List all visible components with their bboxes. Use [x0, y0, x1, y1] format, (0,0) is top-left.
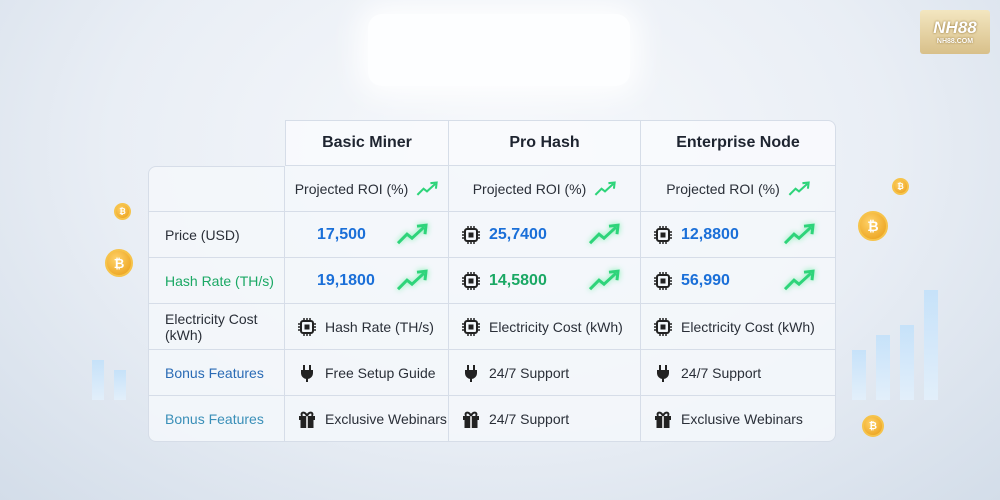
icon-chip — [653, 317, 673, 337]
logo-name: NH88 — [933, 18, 977, 37]
cell-text: Exclusive Webinars — [325, 410, 447, 427]
coin: ₿ — [114, 203, 131, 220]
trend-arrow — [788, 181, 810, 196]
roi-text: Projected ROI (%) — [472, 180, 587, 197]
icon-chip — [653, 225, 673, 245]
logo: NH88 NH88.COM — [920, 10, 990, 54]
value: 12,8800 — [681, 225, 739, 243]
cell-text: Electricity Cost (kWh) — [681, 318, 815, 335]
roi-cell: Projected ROI (%) — [641, 166, 836, 212]
cell-text: Electricity Cost (kWh) — [489, 318, 623, 335]
trend-arrow — [416, 181, 439, 196]
trend-arrow — [396, 269, 428, 291]
column-header: Enterprise Node — [641, 120, 836, 166]
coin: ₿ — [862, 415, 884, 437]
comparison-table: Basic Miner Pro Hash Enterprise Node Projec… — [148, 120, 836, 442]
cell-text: 24/7 Support — [489, 410, 570, 427]
cell-text: Hash Rate (TH/s) — [325, 318, 434, 335]
decor-bar — [900, 325, 914, 400]
row-label: Bonus Features — [148, 350, 285, 396]
table-cell: Electricity Cost (kWh) — [641, 304, 836, 350]
decor-bar — [852, 350, 866, 400]
table-cell: 17,500 — [285, 212, 449, 258]
row-label: Electricity Cost (kWh) — [148, 304, 285, 350]
icon-gift — [461, 409, 481, 429]
decor-bar — [876, 335, 890, 400]
coin: ₿ — [105, 249, 133, 277]
table-cell: Free Setup Guide — [285, 350, 449, 396]
table-cell: Electricity Cost (kWh) — [449, 304, 641, 350]
value: 14,5800 — [489, 271, 547, 289]
value: 25,7400 — [489, 225, 547, 243]
icon-plug — [461, 363, 481, 383]
table-cell: Hash Rate (TH/s) — [285, 304, 449, 350]
icon-chip — [297, 317, 317, 337]
column-header: Basic Miner — [285, 120, 449, 166]
row-label: Hash Rate (TH/s) — [148, 258, 285, 304]
table-cell: 24/7 Support — [449, 396, 641, 442]
glow-panel — [368, 14, 630, 86]
roi-text: Projected ROI (%) — [666, 180, 780, 197]
table-cell: 25,7400 — [449, 212, 641, 258]
cell-text: Free Setup Guide — [325, 364, 436, 381]
table-cell: 12,8800 — [641, 212, 836, 258]
trend-arrow — [588, 269, 620, 291]
cell-text: 24/7 Support — [681, 364, 762, 381]
table-cell: 24/7 Support — [641, 350, 836, 396]
table-cell: 14,5800 — [449, 258, 641, 304]
icon-plug — [297, 363, 317, 383]
icon-chip — [653, 271, 673, 291]
row-label: Bonus Features — [148, 396, 285, 442]
row-label: Price (USD) — [148, 212, 285, 258]
table-cell: Exclusive Webinars — [285, 396, 449, 442]
table-cell: 56,990 — [641, 258, 836, 304]
corner-cell — [148, 166, 285, 212]
value: 19,1800 — [317, 271, 375, 289]
cell-text: 24/7 Support — [489, 364, 570, 381]
decor-bar — [92, 360, 104, 400]
coin: ₿ — [892, 178, 909, 195]
trend-arrow — [594, 181, 617, 196]
trend-arrow — [783, 269, 815, 291]
cell-text: Exclusive Webinars — [681, 410, 803, 427]
value: 17,500 — [317, 225, 366, 243]
icon-gift — [653, 409, 673, 429]
column-header: Pro Hash — [449, 120, 641, 166]
icon-chip — [461, 317, 481, 337]
coin: ₿ — [858, 211, 888, 241]
icon-gift — [297, 409, 317, 429]
decor-bar — [924, 290, 938, 400]
table-cell: Exclusive Webinars — [641, 396, 836, 442]
logo-url: NH88.COM — [936, 38, 974, 45]
icon-chip — [461, 271, 481, 291]
table-cell: 24/7 Support — [449, 350, 641, 396]
icon-chip — [461, 225, 481, 245]
trend-arrow — [396, 223, 428, 245]
decor-bar — [114, 370, 126, 400]
roi-cell: Projected ROI (%) — [449, 166, 641, 212]
roi-text: Projected ROI (%) — [294, 180, 409, 197]
roi-cell: Projected ROI (%) — [285, 166, 449, 212]
trend-arrow — [588, 223, 620, 245]
table-cell: 19,1800 — [285, 258, 449, 304]
value: 56,990 — [681, 271, 730, 289]
icon-plug — [653, 363, 673, 383]
trend-arrow — [783, 223, 815, 245]
